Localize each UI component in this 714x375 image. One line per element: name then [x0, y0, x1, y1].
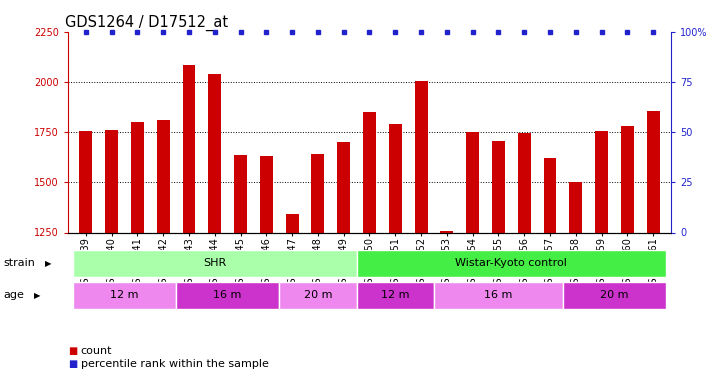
- Text: strain: strain: [4, 258, 36, 268]
- Bar: [415, 81, 428, 375]
- Text: 12 m: 12 m: [110, 290, 139, 300]
- Bar: [286, 214, 298, 375]
- Text: 12 m: 12 m: [381, 290, 410, 300]
- Text: GDS1264 / D17512_at: GDS1264 / D17512_at: [65, 14, 228, 30]
- Bar: [131, 122, 144, 375]
- Bar: [563, 282, 666, 309]
- Text: percentile rank within the sample: percentile rank within the sample: [81, 359, 268, 369]
- Bar: [466, 132, 479, 375]
- Bar: [356, 282, 434, 309]
- Text: 20 m: 20 m: [303, 290, 332, 300]
- Text: count: count: [81, 346, 112, 355]
- Bar: [621, 126, 634, 375]
- Text: ▶: ▶: [34, 291, 40, 300]
- Text: ■: ■: [68, 346, 77, 355]
- Text: 16 m: 16 m: [484, 290, 513, 300]
- Bar: [183, 65, 196, 375]
- Text: 16 m: 16 m: [213, 290, 242, 300]
- Bar: [647, 111, 660, 375]
- Bar: [157, 120, 170, 375]
- Text: age: age: [4, 290, 24, 300]
- Bar: [441, 231, 453, 375]
- Bar: [337, 142, 350, 375]
- Bar: [260, 156, 273, 375]
- Bar: [79, 131, 92, 375]
- Bar: [543, 158, 556, 375]
- Bar: [105, 130, 118, 375]
- Bar: [363, 112, 376, 375]
- Bar: [311, 154, 324, 375]
- Bar: [595, 131, 608, 375]
- Bar: [569, 182, 582, 375]
- Bar: [234, 155, 247, 375]
- Bar: [279, 282, 356, 309]
- Text: SHR: SHR: [203, 258, 226, 268]
- Bar: [434, 282, 563, 309]
- Bar: [389, 124, 402, 375]
- Bar: [356, 250, 666, 277]
- Text: ■: ■: [68, 359, 77, 369]
- Bar: [176, 282, 279, 309]
- Bar: [492, 141, 505, 375]
- Text: Wistar-Kyoto control: Wistar-Kyoto control: [456, 258, 567, 268]
- Text: ▶: ▶: [45, 259, 51, 268]
- Bar: [208, 74, 221, 375]
- Text: 20 m: 20 m: [600, 290, 629, 300]
- Bar: [73, 282, 176, 309]
- Bar: [518, 133, 531, 375]
- Bar: [73, 250, 356, 277]
